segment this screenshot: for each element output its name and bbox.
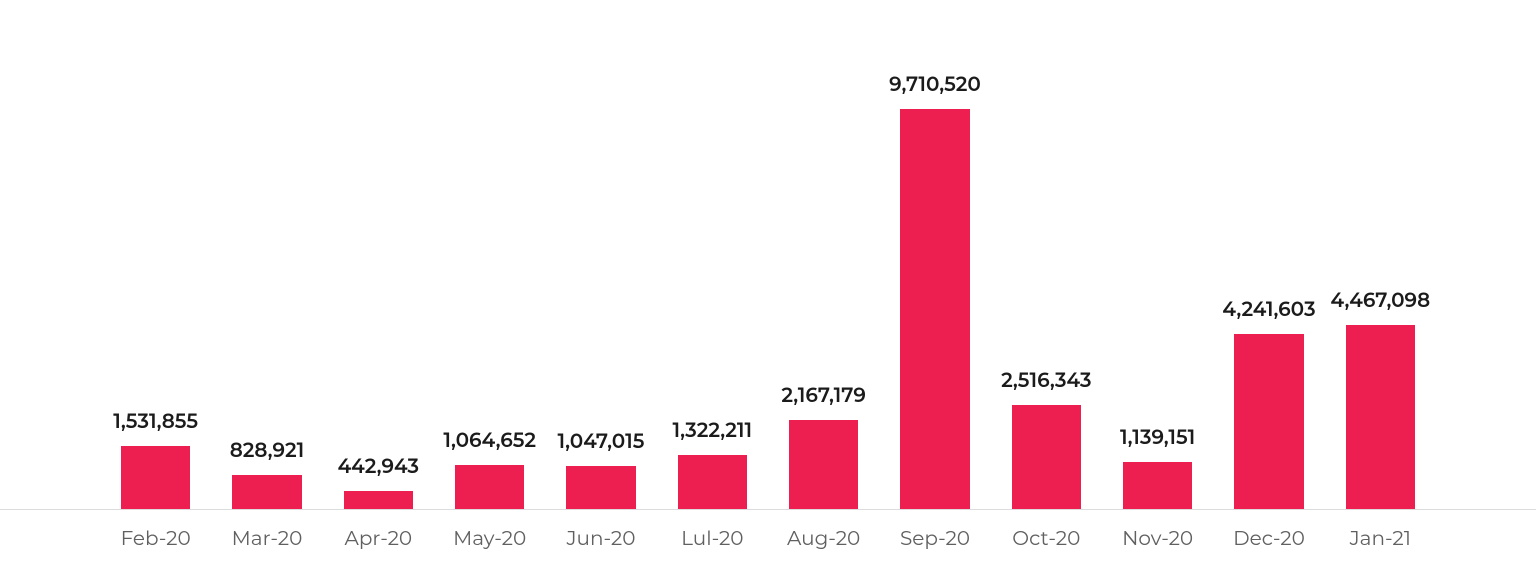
bar: [455, 465, 524, 509]
x-axis-label: Jan-21: [1310, 527, 1450, 551]
bar: [121, 446, 190, 509]
bar-value-label: 4,467,098: [1300, 289, 1460, 313]
x-axis-line: [0, 509, 1536, 510]
bar-value-label: 2,167,179: [744, 384, 904, 408]
bar: [789, 420, 858, 509]
bar: [344, 491, 413, 509]
bar-value-label: 2,516,343: [966, 369, 1126, 393]
bar-value-label: 9,710,520: [855, 73, 1015, 97]
bar: [1012, 405, 1081, 509]
bar-value-label: 1,322,211: [632, 419, 792, 443]
bar: [900, 109, 969, 509]
monthly-bar-chart: 1,531,855828,921442,9431,064,6521,047,01…: [0, 0, 1536, 581]
bar: [678, 455, 747, 509]
bar: [1123, 462, 1192, 509]
bar-value-label: 442,943: [298, 455, 458, 479]
bar: [232, 475, 301, 509]
bar: [566, 466, 635, 509]
bar-value-label: 1,139,151: [1078, 426, 1238, 450]
bar: [1346, 325, 1415, 509]
bar: [1234, 334, 1303, 509]
bar-value-label: 1,531,855: [76, 410, 236, 434]
